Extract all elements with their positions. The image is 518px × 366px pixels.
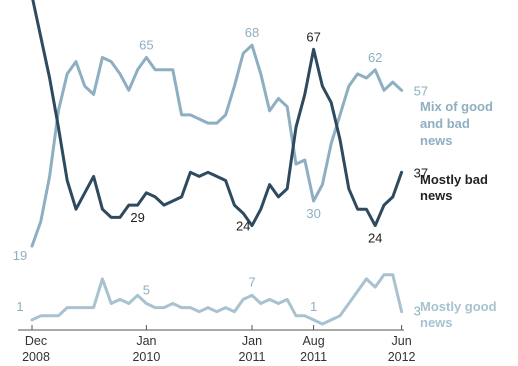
data-label: 65	[139, 38, 153, 53]
data-labels: 15713196568306257802924672437	[13, 25, 428, 319]
x-tick-label: Jan	[242, 334, 262, 348]
data-label: 62	[368, 50, 382, 65]
x-tick-label: 2010	[132, 350, 160, 364]
series-lines	[30, 0, 404, 326]
data-label: 29	[130, 210, 144, 225]
x-tick-label: 2008	[22, 350, 50, 364]
x-axis-ticks: Dec 2008 Jan 2010 Jan 2011 Aug 2011 Jun 2012	[22, 325, 416, 364]
series-name-mostly-bad: Mostly bad	[420, 172, 488, 187]
x-tick-label: 2011	[239, 350, 266, 364]
series-name-mix: Mix of good	[420, 99, 493, 114]
x-tick-label: Aug	[302, 334, 324, 348]
x-tick-label: Dec	[25, 334, 47, 348]
data-label: 5	[143, 283, 150, 298]
series-name-mostly-good: Mostly good	[420, 299, 497, 314]
data-label: 24	[368, 231, 382, 246]
data-label: 3	[414, 304, 421, 319]
data-label: 1	[16, 299, 23, 314]
x-tick-label: Jun	[392, 334, 412, 348]
x-tick-label: 2011	[300, 350, 327, 364]
x-tick-label: Jan	[136, 334, 156, 348]
series-name-mix: news	[420, 133, 453, 148]
series-line-mix	[30, 43, 404, 248]
data-label: 68	[245, 25, 259, 40]
data-label: 24	[236, 218, 250, 233]
data-label: 37	[414, 165, 428, 180]
series-name-mix: and bad	[420, 116, 470, 131]
series-name-mostly-good: news	[420, 315, 453, 330]
series-name-mostly-bad: news	[420, 188, 453, 203]
series-line-mostly-bad	[31, 0, 404, 228]
data-label: 67	[306, 29, 320, 44]
data-label: 7	[248, 274, 255, 289]
data-label: 57	[414, 83, 428, 98]
x-tick-label: 2012	[388, 350, 416, 364]
data-label: 19	[13, 248, 27, 263]
data-label: 30	[306, 206, 320, 221]
series-line-mostly-good	[30, 273, 404, 326]
data-label: 1	[310, 299, 317, 314]
